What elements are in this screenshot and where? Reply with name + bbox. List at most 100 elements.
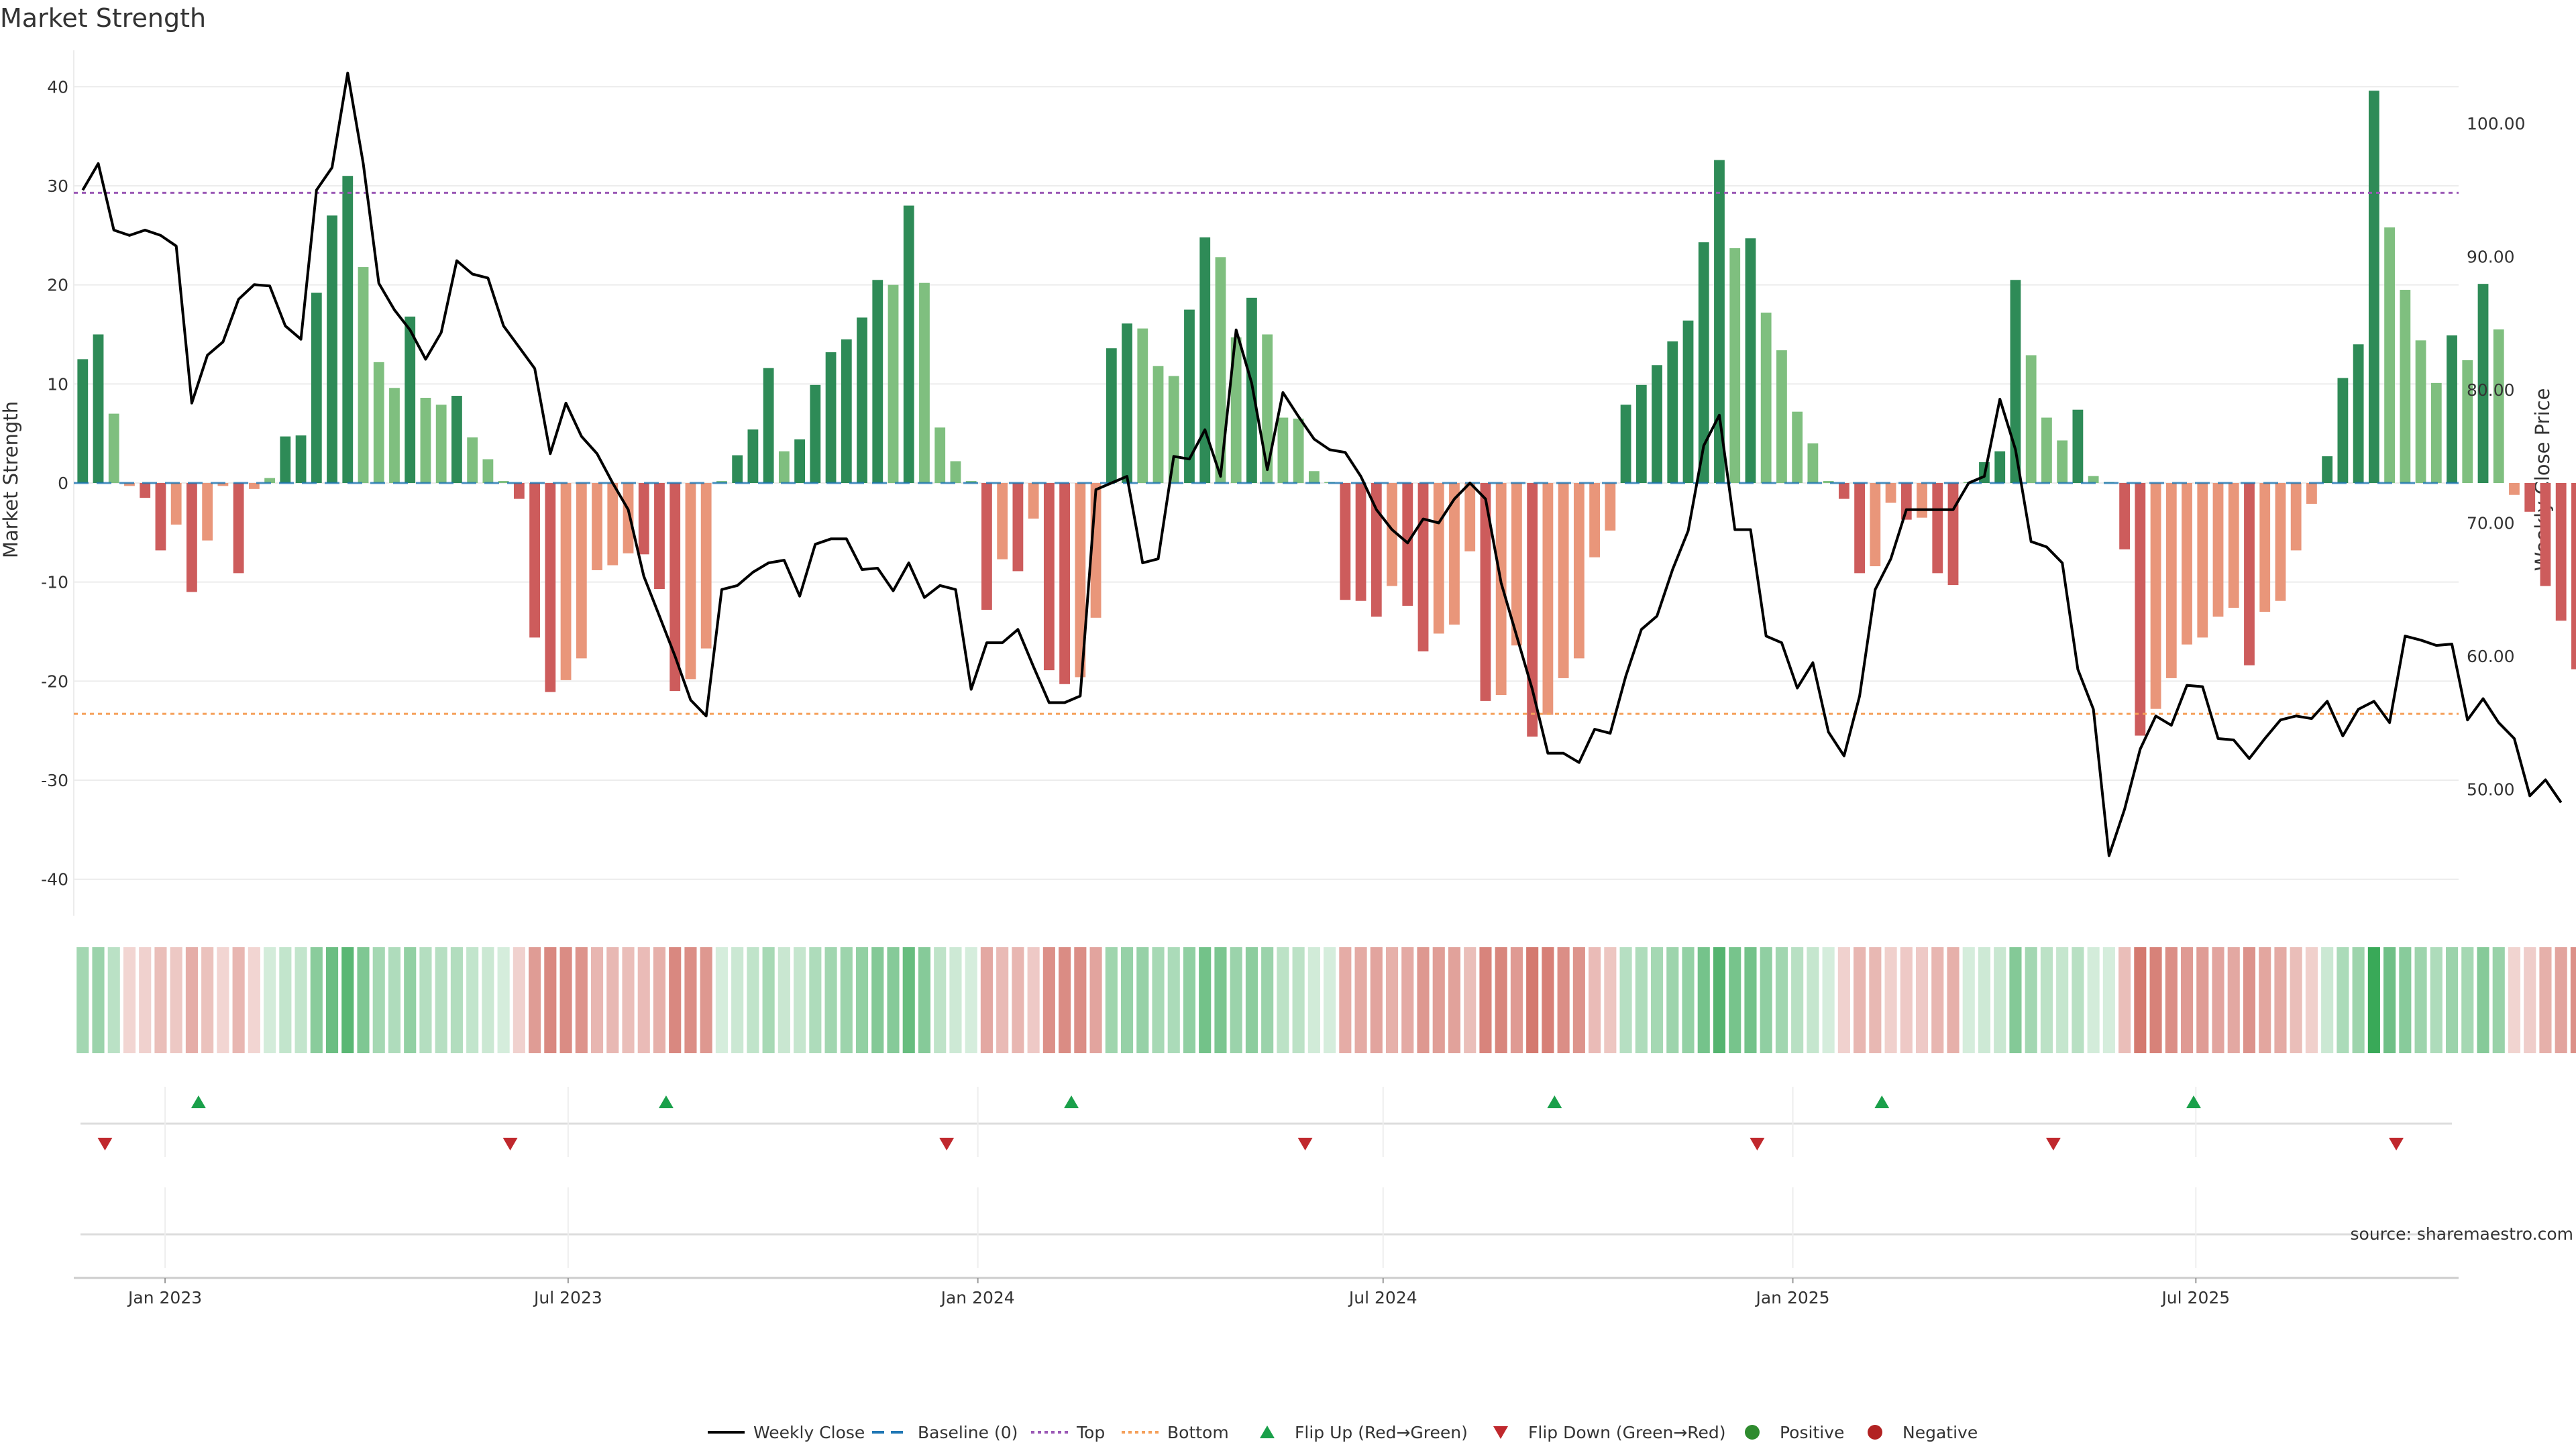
flip-down-marker [1750, 1138, 1765, 1150]
strength-bar [654, 483, 665, 590]
heat-cell [2180, 947, 2194, 1053]
y-axis-ticks: 40 30 20 10 0 -10 -20 -30 -40 [41, 77, 68, 889]
heat-cell [1837, 947, 1850, 1053]
heat-cell [622, 947, 635, 1053]
strength-bar [1527, 483, 1538, 737]
price-line-group [81, 71, 2563, 857]
strength-bar [1152, 366, 1164, 483]
flip-up-marker [1874, 1095, 1890, 1108]
heat-cell [1542, 947, 1554, 1053]
heat-cell [325, 947, 339, 1053]
x-tick-label: Jul 2024 [1348, 1288, 1417, 1307]
strength-bar [1106, 348, 1117, 483]
strength-bar [108, 413, 119, 483]
heat-cell [1464, 947, 1477, 1053]
strength-bar [950, 461, 961, 483]
heat-cell [1666, 947, 1679, 1053]
x-tick-label: Jul 2025 [2160, 1288, 2230, 1307]
strength-bar [280, 436, 291, 483]
strength-bar [810, 384, 821, 483]
weekly-close-line [81, 71, 2563, 857]
strength-bar [342, 176, 354, 483]
heat-cell [2352, 947, 2365, 1053]
heat-cell [372, 947, 385, 1053]
strength-bar [1495, 483, 1507, 696]
heat-cell [1775, 947, 1788, 1053]
strength-bar [1417, 483, 1429, 652]
strength-bar [233, 483, 244, 574]
heat-cell [1370, 947, 1383, 1053]
strength-bar [2384, 227, 2396, 483]
heat-cell [310, 947, 323, 1053]
heat-cell [1152, 947, 1165, 1053]
strength-bar [2322, 456, 2333, 483]
strength-bar [2072, 409, 2084, 483]
strength-bar [186, 483, 197, 592]
strength-bar [2025, 355, 2037, 483]
y-tick-label: -40 [41, 870, 68, 890]
strength-bar [155, 483, 166, 551]
strength-bar [1308, 471, 1320, 483]
heat-cell [544, 947, 557, 1053]
heat-cell [2430, 947, 2443, 1053]
strength-bar [1620, 405, 1631, 483]
heat-cell [2072, 947, 2084, 1053]
strength-bar [2493, 329, 2504, 483]
heat-cell [1619, 947, 1632, 1053]
strength-bar [295, 435, 307, 483]
heat-cell [294, 947, 307, 1053]
strength-bar [2447, 335, 2457, 483]
legend-dot-icon [1868, 1425, 1882, 1440]
strength-bar [373, 362, 384, 483]
strength-bar [2306, 483, 2317, 504]
strength-bar [997, 483, 1008, 559]
strength-bar [1652, 365, 1662, 483]
strength-bar [1387, 483, 1397, 586]
flip-up-marker [658, 1095, 674, 1108]
heat-cell [1183, 947, 1196, 1053]
heat-cell [1572, 947, 1585, 1053]
heat-cell [1931, 947, 1944, 1053]
heat-cell [949, 947, 962, 1053]
y2-tick-label: 90.00 [2467, 248, 2515, 267]
legend-triangle-down-icon [1493, 1426, 1508, 1439]
heat-cell [2040, 947, 2053, 1053]
strength-bar [1932, 483, 1943, 574]
heat-cell [996, 947, 1009, 1053]
strength-bar [1854, 483, 1866, 574]
heat-cell [388, 947, 401, 1053]
strength-bar [2524, 483, 2536, 512]
heat-cell [529, 947, 541, 1053]
heat-cell [1604, 947, 1617, 1053]
y-tick-label: -20 [41, 672, 68, 691]
heat-cell [419, 947, 432, 1053]
legend-label: Bottom [1167, 1423, 1229, 1442]
flip-markers [80, 1087, 2452, 1268]
strength-bar [2057, 440, 2068, 483]
heat-cell [1105, 947, 1118, 1053]
strength-bar [2259, 483, 2271, 612]
strength-bar [264, 478, 276, 483]
strength-bar [2212, 483, 2224, 617]
heat-cell [1385, 947, 1399, 1053]
heat-cell [1042, 947, 1055, 1053]
strength-bar [1464, 483, 1476, 551]
strength-bar [2228, 483, 2239, 608]
x-axis: Jan 2023 Jul 2023 Jan 2024 Jul 2024 Jan 2025… [74, 1277, 2459, 1307]
x-tick-label: Jan 2025 [1754, 1288, 1829, 1307]
heat-cell [1557, 947, 1570, 1053]
heat-cell [450, 947, 463, 1053]
heat-cell [1214, 947, 1227, 1053]
legend-item: Baseline (0) [872, 1423, 1018, 1442]
heat-cell [2165, 947, 2178, 1053]
source-note: source: sharemaestro.com [2351, 1224, 2574, 1244]
strength-bar [1589, 483, 1601, 557]
heat-cell [1245, 947, 1258, 1053]
heat-cell [2087, 947, 2100, 1053]
strength-bar [1776, 350, 1787, 483]
strength-bar [1807, 443, 1819, 483]
heat-cell [185, 947, 198, 1053]
heat-cell [747, 947, 759, 1053]
y-tick-label: -30 [41, 771, 68, 790]
strength-bar [170, 483, 182, 525]
